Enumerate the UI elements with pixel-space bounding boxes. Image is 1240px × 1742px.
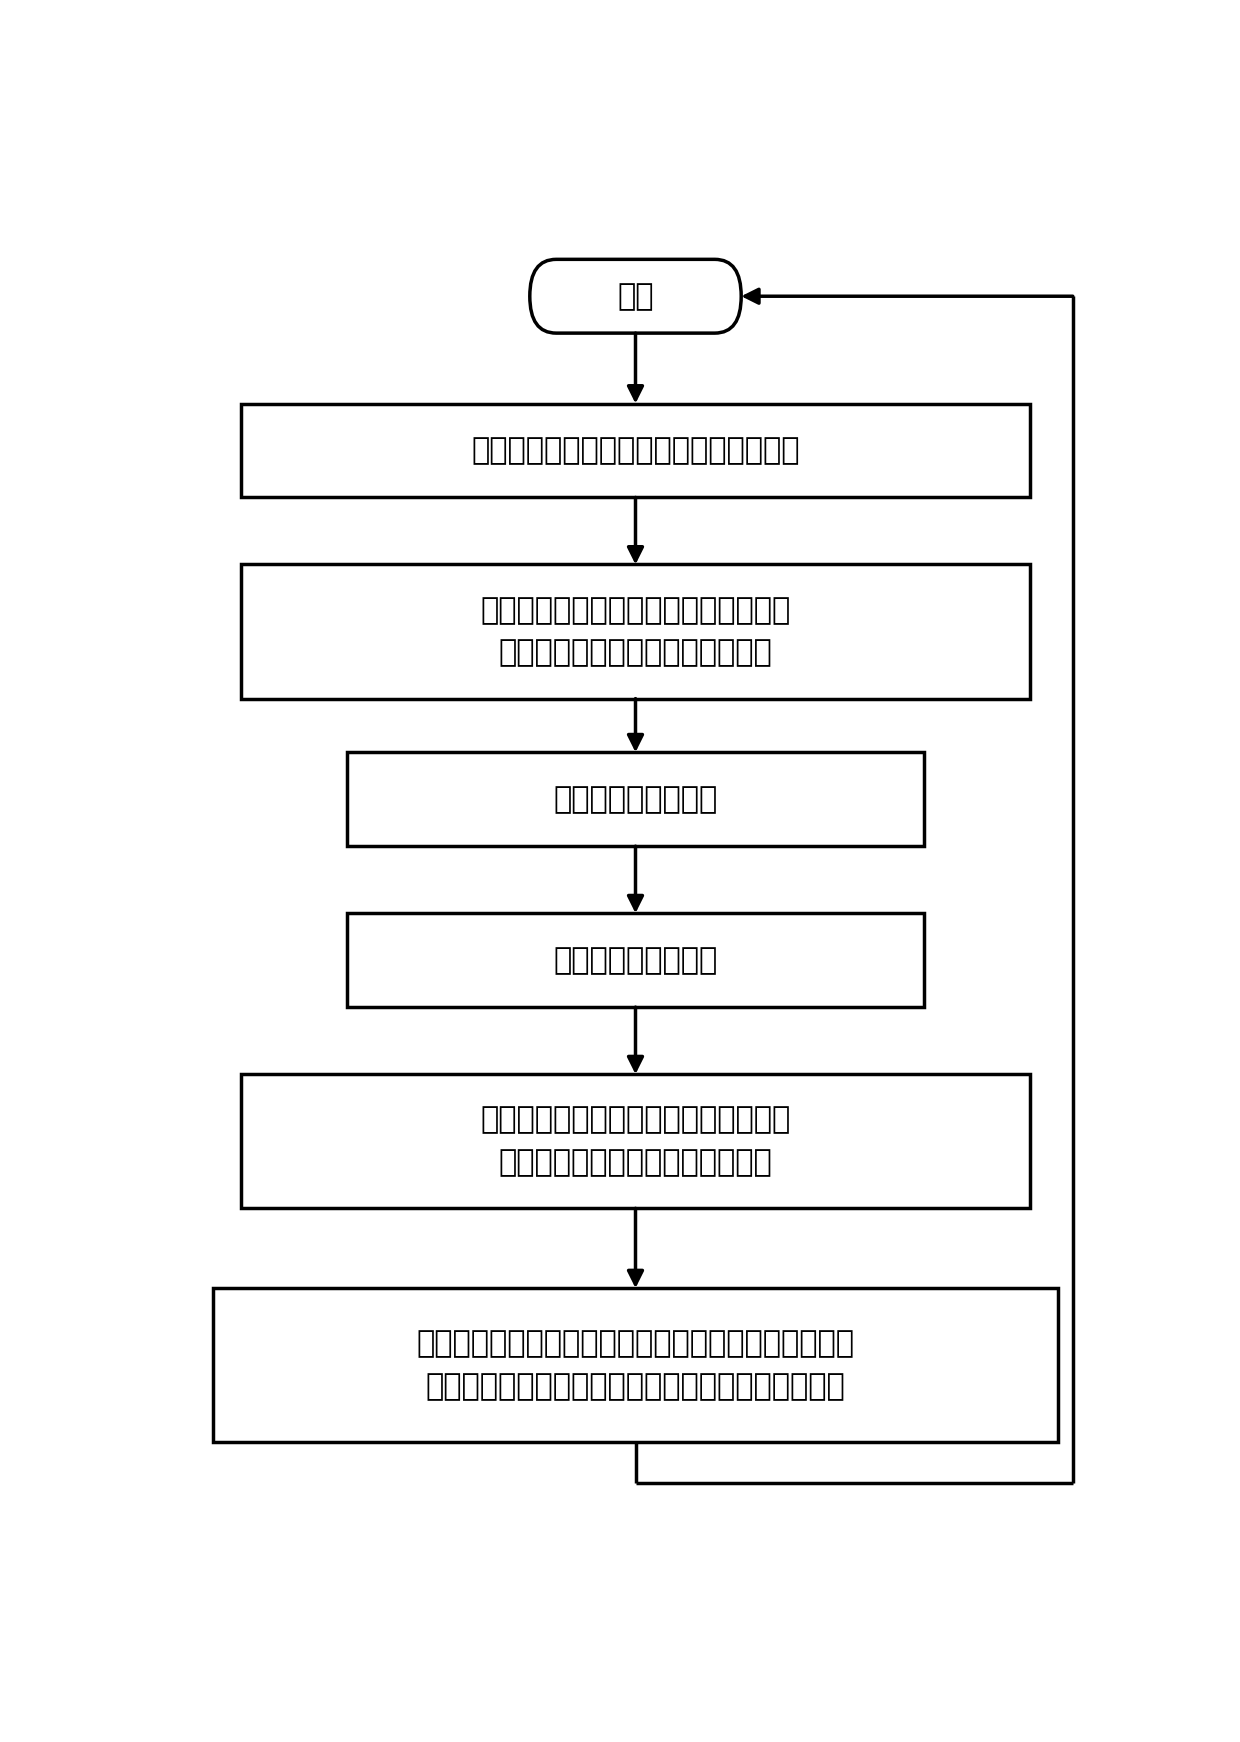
- Text: 辨识系统的负载电阻: 辨识系统的负载电阻: [553, 784, 718, 814]
- Text: 采集当前时刻系统的输入电压和输出电压: 采集当前时刻系统的输入电压和输出电压: [471, 436, 800, 465]
- FancyBboxPatch shape: [529, 260, 742, 333]
- Text: 求解系统的电流指令: 求解系统的电流指令: [553, 946, 718, 976]
- Text: 采集当前时刻每台三电平降压变换器的
飞跨电容的电压、滤波电感的电流: 采集当前时刻每台三电平降压变换器的 飞跨电容的电压、滤波电感的电流: [480, 596, 791, 667]
- Bar: [347, 753, 924, 847]
- Text: 开始: 开始: [618, 282, 653, 310]
- Bar: [242, 404, 1029, 498]
- Bar: [347, 913, 924, 1007]
- Bar: [242, 1075, 1029, 1209]
- Text: 预测下一时刻每台三电平降压变换器的
飞跨电容的电压、滤波电感的电流: 预测下一时刻每台三电平降压变换器的 飞跨电容的电压、滤波电感的电流: [480, 1106, 791, 1178]
- Text: 根据每台三电平降压变换器的电流代价函数和电压代价
函数求解每台三电平降压变换器功率开关管的占空比: 根据每台三电平降压变换器的电流代价函数和电压代价 函数求解每台三电平降压变换器功…: [417, 1329, 854, 1401]
- Bar: [213, 1287, 1058, 1442]
- Bar: [242, 564, 1029, 699]
